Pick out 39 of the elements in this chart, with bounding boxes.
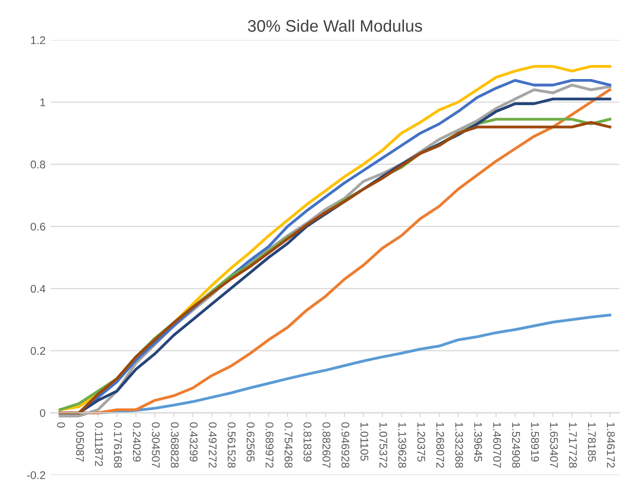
- x-tick-label: 1.268072: [436, 422, 444, 468]
- x-tick-label: 1.653407: [550, 422, 558, 468]
- y-tick-label: 0.6: [30, 222, 46, 231]
- x-tick-label: 0.81839: [304, 422, 312, 462]
- x-tick-label: 1.524908: [512, 422, 520, 468]
- x-tick-label: 0.111872: [94, 422, 103, 466]
- x-tick-label: 0.176168: [114, 422, 122, 468]
- y-tick-label: -0.2: [27, 471, 46, 480]
- y-tick-label: 0.4: [30, 284, 46, 293]
- x-tick-label: 1.58919: [531, 422, 539, 462]
- x-tick-label: 1.39645: [474, 422, 482, 462]
- x-tick-label: 1.460707: [493, 422, 502, 468]
- x-tick-label: 0.882607: [322, 422, 330, 468]
- x-tick-label: 0.43299: [190, 422, 198, 462]
- x-tick-label: 0.497272: [208, 422, 217, 468]
- x-tick-label: 1.846172: [606, 422, 615, 468]
- y-tick-label: 1.2: [31, 36, 46, 44]
- x-tick-label: 1.78185: [588, 422, 596, 462]
- x-tick-label: 0.561528: [228, 422, 236, 468]
- x-tick-label: 0.62565: [246, 422, 255, 462]
- x-tick-label: 1.717728: [568, 422, 577, 468]
- x-tick-label: 1.20375: [417, 422, 426, 462]
- x-tick-label: 1.075372: [379, 422, 388, 468]
- y-tick-label: 0: [40, 409, 46, 417]
- y-tick-label: 0.2: [30, 346, 46, 355]
- x-tick-label: 0.946928: [341, 422, 350, 468]
- chart-title: 30% Side Wall Modulus: [248, 20, 422, 32]
- y-tick-label: 1: [40, 98, 46, 106]
- x-tick-label: 0: [57, 422, 65, 428]
- y-tick-label: 0.8: [30, 160, 46, 168]
- x-tick-label: 0.24029: [132, 422, 141, 462]
- x-tick-label: 0.368828: [170, 422, 179, 468]
- x-tick-label: 1.01105: [360, 422, 368, 461]
- x-tick-label: 0.304507: [152, 422, 160, 468]
- x-tick-label: 1.139628: [398, 422, 406, 468]
- x-tick-label: 1.332368: [455, 422, 464, 468]
- x-tick-label: 0.689972: [266, 422, 274, 468]
- x-tick-label: 0.05087: [76, 422, 84, 462]
- x-tick-label: 0.754268: [284, 422, 292, 468]
